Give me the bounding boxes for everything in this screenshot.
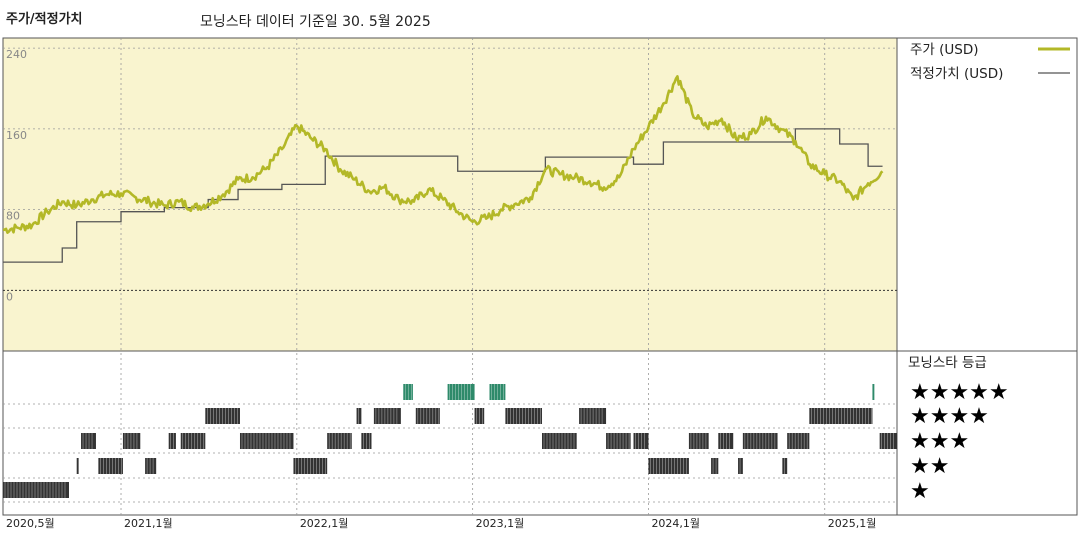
fair-value-line bbox=[3, 128, 883, 263]
y-tick-label: 80 bbox=[6, 210, 20, 223]
star-label-2: ★★ bbox=[910, 454, 949, 479]
chart-title-left: 주가/적정가치 bbox=[6, 12, 83, 27]
rating-period-4-star bbox=[505, 408, 543, 424]
rating-period-2-star bbox=[782, 458, 788, 474]
chart-subtitle: 모닝스타 데이터 기준일 30. 5월 2025 bbox=[200, 14, 431, 30]
y-tick-label: 240 bbox=[6, 48, 27, 61]
rating-period-3-star bbox=[606, 433, 631, 449]
rating-period-3-star bbox=[633, 433, 649, 449]
x-tick-label: 2021,1월 bbox=[124, 517, 173, 530]
rating-period-3-star bbox=[688, 433, 709, 449]
rating-period-3-star bbox=[742, 433, 778, 449]
y-tick-label: 0 bbox=[6, 290, 13, 303]
star-label-1: ★ bbox=[910, 479, 930, 504]
rating-period-5-star bbox=[403, 384, 413, 400]
y-tick-label: 160 bbox=[6, 129, 27, 142]
rating-period-4-star bbox=[205, 408, 240, 424]
rating-period-4-star bbox=[373, 408, 401, 424]
rating-period-3-star bbox=[81, 433, 96, 449]
x-tick-label: 2025,1월 bbox=[828, 517, 877, 530]
star-label-4: ★★★★ bbox=[910, 404, 989, 429]
star-label-5: ★★★★★ bbox=[910, 380, 1009, 405]
rating-period-4-star bbox=[579, 408, 607, 424]
x-tick-label: 2024,1월 bbox=[651, 517, 700, 530]
legend-box bbox=[896, 37, 1078, 352]
rating-period-3-star bbox=[879, 433, 897, 449]
rating-period-3-star bbox=[718, 433, 734, 449]
x-tick-label: 2023,1월 bbox=[476, 517, 525, 530]
star-label-3: ★★★ bbox=[910, 429, 969, 454]
rating-period-3-star bbox=[168, 433, 176, 449]
legend-fair-label: 적정가치 (USD) bbox=[910, 66, 1003, 82]
legend-price-label: 주가 (USD) bbox=[910, 42, 979, 58]
rating-period-5-star bbox=[489, 384, 506, 400]
rating-period-2-star bbox=[98, 458, 123, 474]
rating-period-5-star bbox=[872, 384, 875, 400]
rating-period-3-star bbox=[180, 433, 206, 449]
rating-period-4-star bbox=[415, 408, 440, 424]
rating-period-2-star bbox=[76, 458, 79, 474]
rating-period-3-star bbox=[239, 433, 294, 449]
rating-period-3-star bbox=[542, 433, 577, 449]
rating-period-2-star bbox=[648, 458, 689, 474]
rating-period-4-star bbox=[474, 408, 485, 424]
rating-period-3-star bbox=[361, 433, 372, 449]
rating-period-2-star bbox=[738, 458, 743, 474]
rating-period-2-star bbox=[145, 458, 157, 474]
x-tick-label: 2022,1월 bbox=[300, 517, 349, 530]
x-tick-label: 2020,5월 bbox=[6, 517, 55, 530]
rating-period-4-star bbox=[809, 408, 873, 424]
price-plot-area bbox=[2, 37, 898, 352]
rating-period-3-star bbox=[327, 433, 352, 449]
rating-period-3-star bbox=[122, 433, 141, 449]
rating-period-2-star bbox=[293, 458, 328, 474]
rating-period-2-star bbox=[711, 458, 719, 474]
rating-period-5-star bbox=[447, 384, 475, 400]
rating-period-1-star bbox=[3, 482, 69, 498]
rating-period-3-star bbox=[787, 433, 810, 449]
rating-legend-title: 모닝스타 등급 bbox=[908, 355, 987, 371]
price-line bbox=[2, 75, 884, 234]
rating-legend-box bbox=[896, 350, 1078, 516]
rating-period-4-star bbox=[356, 408, 362, 424]
